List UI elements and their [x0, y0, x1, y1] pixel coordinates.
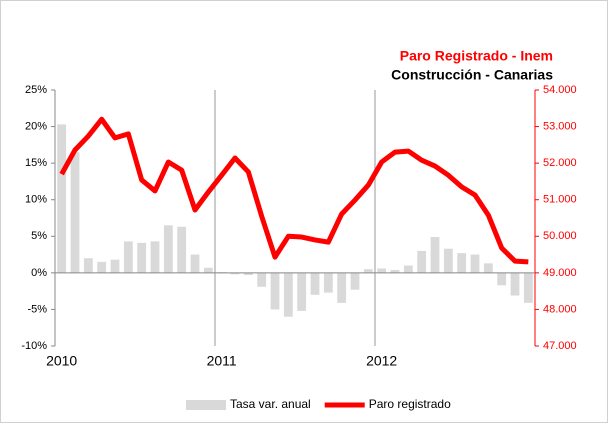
- bar: [110, 259, 120, 273]
- y2-tick-label: 52.000: [543, 157, 577, 169]
- bar: [363, 269, 373, 273]
- bar: [443, 248, 453, 273]
- x-tick-label: 2012: [366, 353, 397, 369]
- y2-tick-label: 53.000: [543, 120, 577, 132]
- bar: [70, 152, 80, 273]
- bar: [297, 272, 307, 311]
- y-tick-label: 25%: [25, 84, 47, 96]
- bar: [377, 268, 387, 273]
- bar: [177, 226, 187, 273]
- legend-label: Paro registrado: [369, 397, 451, 411]
- bar: [510, 272, 520, 296]
- y2-tick-label: 47.000: [543, 340, 577, 352]
- bar: [190, 254, 200, 273]
- bar: [283, 272, 293, 317]
- bar: [390, 269, 400, 273]
- bar: [497, 272, 507, 286]
- y-tick-label: -10%: [21, 340, 47, 352]
- bar: [270, 272, 280, 310]
- bar: [257, 272, 267, 287]
- bar: [323, 272, 333, 293]
- bar: [483, 263, 493, 273]
- chart-subtitle: Construcción - Canarias: [391, 67, 553, 83]
- bar: [310, 272, 320, 295]
- bar: [83, 258, 93, 273]
- y-tick-label: 20%: [25, 120, 47, 132]
- bar: [243, 272, 253, 276]
- bar: [137, 242, 147, 273]
- y-tick-label: 5%: [31, 230, 47, 242]
- y2-tick-label: 50.000: [543, 230, 577, 242]
- y-tick-label: 0%: [31, 267, 47, 279]
- y2-tick-label: 54.000: [543, 84, 577, 96]
- bar: [97, 261, 107, 273]
- x-tick-label: 2010: [46, 353, 77, 369]
- bar: [430, 237, 440, 273]
- bar: [337, 272, 347, 303]
- bar: [403, 265, 413, 273]
- bar: [350, 272, 360, 290]
- y-tick-label: 15%: [25, 157, 47, 169]
- line: [59, 116, 529, 265]
- bar: [163, 225, 173, 273]
- legend-swatch: [186, 400, 226, 410]
- bar: [150, 241, 160, 273]
- bar: [470, 254, 480, 273]
- bar: [123, 241, 133, 273]
- bar: [457, 253, 467, 273]
- chart-title: Paro Registrado - Inem: [400, 48, 553, 64]
- bar: [230, 272, 240, 275]
- legend-label: Tasa var. anual: [230, 397, 311, 411]
- y2-tick-label: 49.000: [543, 267, 577, 279]
- y2-tick-label: 51.000: [543, 194, 577, 206]
- y-tick-label: -5%: [27, 303, 47, 315]
- bar: [417, 250, 427, 273]
- bar: [57, 124, 67, 273]
- bar: [203, 267, 213, 273]
- y-tick-label: 10%: [25, 194, 47, 206]
- bar: [523, 272, 533, 303]
- x-tick-label: 2011: [207, 353, 237, 369]
- y2-tick-label: 48.000: [543, 303, 577, 315]
